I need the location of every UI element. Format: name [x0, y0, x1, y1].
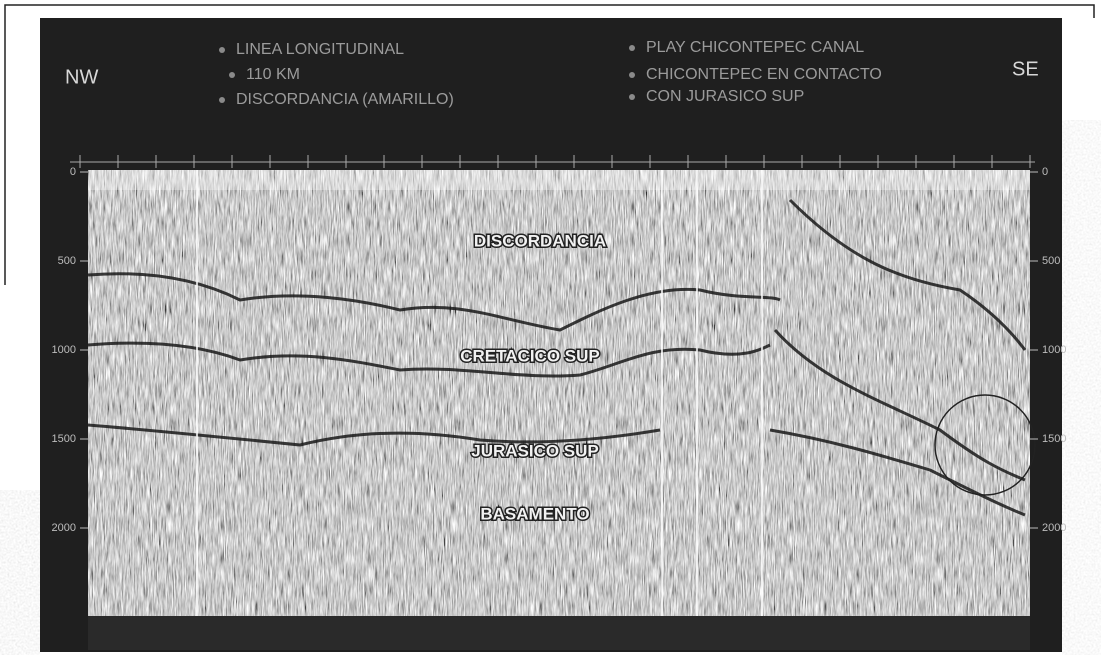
horizon-label: BASAMENTO	[480, 504, 589, 523]
seismic-figure: NW SE LINEA LONGITUDINAL 110 KM DISCORDANC…	[0, 0, 1101, 655]
note: PLAY CHICONTEPEC CANAL	[646, 39, 864, 56]
depth-label: 1500	[52, 433, 76, 445]
bullet	[629, 72, 635, 78]
scan-noise	[1062, 120, 1101, 655]
horizon-label: CRETACICO SUP	[460, 346, 599, 365]
note: DISCORDANCIA (AMARILLO)	[236, 91, 454, 108]
depth-label: 1000	[52, 344, 76, 356]
note: 110 KM	[246, 66, 300, 83]
depth-label: 0	[70, 166, 76, 178]
depth-label: 500	[1042, 255, 1060, 267]
bottom-strip	[88, 616, 1030, 650]
depth-label: 1000	[1042, 344, 1066, 356]
horizon-label: JURASICO SUP	[471, 441, 599, 460]
note: CHICONTEPEC EN CONTACTO	[646, 66, 882, 83]
depth-label: 500	[58, 255, 76, 267]
section-top	[88, 170, 1030, 190]
scan-noise	[0, 490, 40, 655]
direction-label: SE	[1012, 58, 1039, 80]
horizon-label: DISCORDANCIA	[474, 231, 606, 250]
depth-label: 0	[1042, 166, 1048, 178]
depth-label: 1500	[1042, 433, 1066, 445]
depth-label: 2000	[52, 522, 76, 534]
note: CON JURASICO SUP	[646, 88, 804, 105]
bullet	[219, 47, 225, 53]
bullet	[629, 94, 635, 100]
bullet	[229, 72, 235, 78]
note: LINEA LONGITUDINAL	[236, 41, 404, 58]
bullet	[219, 97, 225, 103]
bullet	[629, 45, 635, 51]
depth-label: 2000	[1042, 522, 1066, 534]
page: NW SE LINEA LONGITUDINAL 110 KM DISCORDANC…	[0, 0, 1101, 655]
direction-label: NW	[65, 66, 98, 88]
